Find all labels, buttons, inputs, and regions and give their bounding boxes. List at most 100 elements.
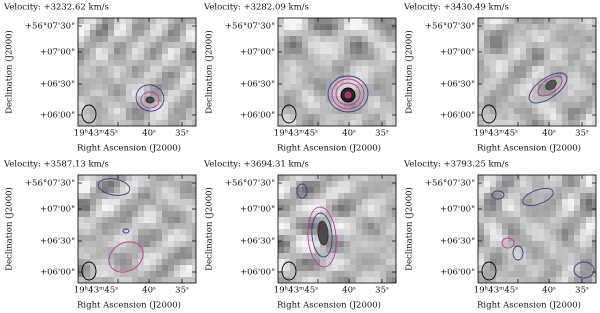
pixel	[490, 205, 496, 211]
pixel	[484, 175, 490, 181]
x-tick-label: 35ˢ	[375, 129, 389, 139]
pixel	[296, 241, 302, 247]
pixel	[144, 253, 150, 259]
pixel	[580, 277, 586, 283]
pixel	[174, 271, 180, 277]
pixel	[192, 181, 196, 187]
pixel	[278, 84, 284, 90]
pixel	[174, 42, 180, 48]
pixel	[496, 229, 502, 235]
pixel	[290, 36, 296, 42]
pixel	[162, 181, 168, 187]
pixel	[544, 36, 550, 42]
pixel	[108, 271, 114, 277]
pixel	[162, 253, 168, 259]
pixel	[326, 277, 332, 283]
pixel	[138, 72, 144, 78]
pixel	[168, 181, 174, 187]
pixel	[284, 18, 290, 24]
pixel	[356, 271, 362, 277]
pixel	[296, 211, 302, 217]
pixel	[580, 120, 586, 126]
pixel	[338, 42, 344, 48]
pixel	[108, 48, 114, 54]
pixel	[484, 211, 490, 217]
pixel	[574, 265, 580, 271]
pixel	[362, 181, 368, 187]
pixel	[156, 211, 162, 217]
pixel	[538, 42, 544, 48]
pixel	[126, 211, 132, 217]
pixel	[168, 102, 174, 108]
pixel	[174, 18, 180, 24]
pixel	[496, 205, 502, 211]
pixel	[532, 84, 538, 90]
pixel	[380, 265, 386, 271]
pixel	[362, 193, 368, 199]
pixel	[186, 259, 192, 265]
pixel	[380, 30, 386, 36]
pixel	[380, 277, 386, 283]
pixel	[386, 78, 392, 84]
pixel	[508, 175, 514, 181]
pixel	[120, 247, 126, 253]
pixel	[174, 90, 180, 96]
pixel	[374, 24, 380, 30]
pixel	[580, 241, 586, 247]
pixel	[102, 48, 108, 54]
pixel	[132, 48, 138, 54]
pixel	[344, 211, 350, 217]
pixel	[538, 72, 544, 78]
pixel	[150, 229, 156, 235]
pixel	[144, 187, 150, 193]
pixel	[108, 277, 114, 283]
pixel	[114, 42, 120, 48]
pixel	[344, 271, 350, 277]
pixel	[90, 72, 96, 78]
pixel	[538, 277, 544, 283]
pixel	[544, 42, 550, 48]
pixel	[574, 84, 580, 90]
pixel	[338, 271, 344, 277]
pixel	[592, 84, 596, 90]
pixel	[308, 36, 314, 42]
pixel	[326, 271, 332, 277]
pixel	[586, 253, 592, 259]
pixel	[532, 120, 538, 126]
pixel	[544, 223, 550, 229]
pixel	[278, 66, 284, 72]
pixel	[120, 223, 126, 229]
pixel	[180, 48, 186, 54]
pixel	[350, 229, 356, 235]
pixel	[574, 211, 580, 217]
pixel	[356, 241, 362, 247]
pixel	[338, 205, 344, 211]
pixel	[526, 271, 532, 277]
pixel	[550, 259, 556, 265]
pixel	[532, 42, 538, 48]
pixel	[332, 205, 338, 211]
pixel	[314, 66, 320, 72]
pixel	[544, 78, 550, 84]
pixel	[520, 36, 526, 42]
pixel	[580, 235, 586, 241]
pixel	[192, 211, 196, 217]
pixel	[338, 102, 344, 108]
pixel	[362, 211, 368, 217]
pixel	[592, 30, 596, 36]
pixel	[532, 217, 538, 223]
pixel	[138, 84, 144, 90]
pixel	[508, 181, 514, 187]
pixel	[478, 102, 484, 108]
pixel	[550, 48, 556, 54]
pixel	[96, 247, 102, 253]
pixel	[568, 205, 574, 211]
pixel	[186, 96, 192, 102]
pixel	[362, 102, 368, 108]
pixel	[90, 211, 96, 217]
pixel	[350, 42, 356, 48]
pixel	[138, 114, 144, 120]
pixel	[144, 211, 150, 217]
pixel	[350, 259, 356, 265]
pixel	[156, 175, 162, 181]
